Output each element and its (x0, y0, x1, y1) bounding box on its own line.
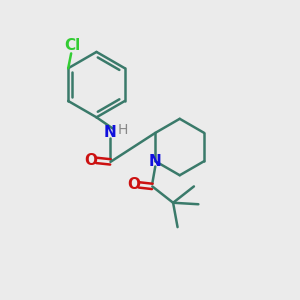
Text: N: N (104, 125, 117, 140)
Text: N: N (149, 154, 162, 169)
Text: Cl: Cl (64, 38, 81, 53)
Text: O: O (128, 177, 140, 192)
Text: H: H (117, 123, 128, 137)
Text: O: O (85, 153, 98, 168)
